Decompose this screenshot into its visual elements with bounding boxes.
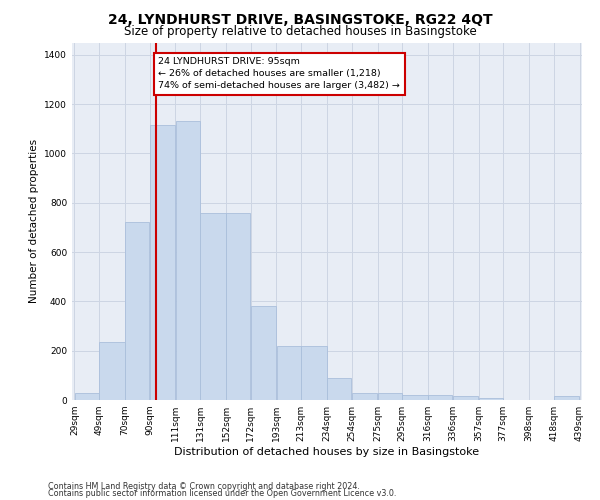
Text: Contains public sector information licensed under the Open Government Licence v3: Contains public sector information licen… [48, 489, 397, 498]
Bar [352, 393, 377, 400]
Text: Size of property relative to detached houses in Basingstoke: Size of property relative to detached ho… [124, 25, 476, 38]
Bar [301, 346, 326, 400]
Bar [100, 342, 125, 400]
Bar [403, 395, 428, 400]
Bar [75, 393, 99, 400]
Bar [125, 222, 149, 400]
Bar [176, 122, 200, 400]
Bar [428, 395, 452, 400]
Y-axis label: Number of detached properties: Number of detached properties [29, 139, 38, 304]
Bar [378, 393, 402, 400]
Text: 24 LYNDHURST DRIVE: 95sqm
← 26% of detached houses are smaller (1,218)
74% of se: 24 LYNDHURST DRIVE: 95sqm ← 26% of detac… [158, 58, 400, 90]
Bar [226, 212, 250, 400]
Text: 24, LYNDHURST DRIVE, BASINGSTOKE, RG22 4QT: 24, LYNDHURST DRIVE, BASINGSTOKE, RG22 4… [107, 12, 493, 26]
Bar [328, 378, 352, 400]
Bar [277, 346, 301, 400]
X-axis label: Distribution of detached houses by size in Basingstoke: Distribution of detached houses by size … [175, 447, 479, 457]
Bar [479, 398, 503, 400]
Bar [554, 396, 579, 400]
Bar [150, 125, 175, 400]
Bar [251, 306, 276, 400]
Bar [200, 212, 226, 400]
Bar [453, 396, 478, 400]
Text: Contains HM Land Registry data © Crown copyright and database right 2024.: Contains HM Land Registry data © Crown c… [48, 482, 360, 491]
